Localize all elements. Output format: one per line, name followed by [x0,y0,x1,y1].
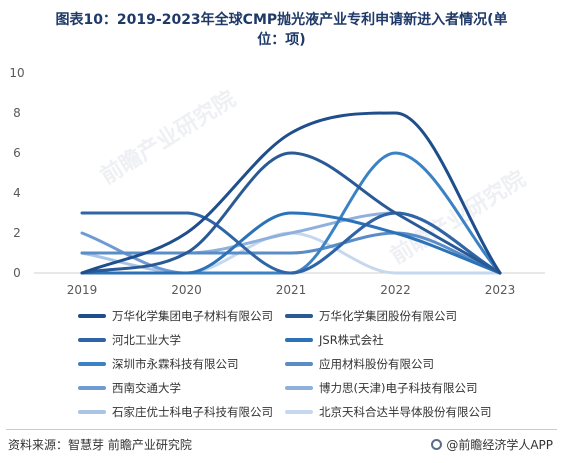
legend-label: 博力思(天津)电子科技有限公司 [319,381,478,395]
source-note: 资料来源：智慧芽 前瞻产业研究院 [8,438,192,452]
legend-item-4: JSR株式会社 [285,329,384,351]
series-line-2 [80,151,502,275]
x-axis: 2019 2020 2021 2022 2023 [34,272,545,297]
legend-label: 河北工业大学 [112,333,181,347]
y-tick-label: 2 [13,226,21,240]
y-tick-label: 6 [13,146,21,160]
series-line-1 [80,111,502,275]
legend-label: 应用材料股份有限公司 [319,357,434,371]
chart-title-line-1: 图表10：2019-2023年全球CMP抛光液产业专利申请新进入者情况(单 [55,12,508,28]
legend-swatch [78,338,106,342]
series-line-4 [80,211,502,275]
series-line-6 [80,231,502,275]
legend-label: 石家庄优士科电子科技有限公司 [112,405,273,419]
y-tick-label: 0 [13,266,21,280]
legend-label: JSR株式会社 [319,333,384,347]
chart-title: 图表10：2019-2023年全球CMP抛光液产业专利申请新进入者情况(单 位：… [0,10,563,50]
x-tick-label: 2023 [485,283,516,297]
legend-swatch [78,410,106,414]
legend-label: 万华化学集团电子材料有限公司 [112,309,273,323]
legend-label: 西南交通大学 [112,381,181,395]
x-tick-label: 2022 [380,283,411,297]
y-tick-label: 10 [9,66,24,80]
legend-item-7: 西南交通大学 [78,377,181,399]
legend-swatch [78,314,106,318]
legend-item-3: 河北工业大学 [78,329,181,351]
legend-item-2: 万华化学集团股份有限公司 [285,305,457,327]
legend-swatch [78,386,106,390]
footer-divider [6,429,557,430]
legend-swatch [285,410,313,414]
legend-item-5: 深圳市永霖科技有限公司 [78,353,239,375]
y-axis: 0 2 4 6 8 10 [9,66,24,280]
legend-swatch [285,362,313,366]
legend-item-9: 石家庄优士科电子科技有限公司 [78,401,273,423]
legend-label: 万华化学集团股份有限公司 [319,309,457,323]
x-tick-label: 2020 [171,283,202,297]
y-tick-label: 4 [13,186,21,200]
series-line-3 [80,211,502,275]
brand-text: @前瞻经济学人APP [446,438,553,452]
x-tick-label: 2019 [67,283,98,297]
legend-label: 北京天科合达半导体股份有限公司 [319,405,492,419]
legend-swatch [285,386,313,390]
legend-label: 深圳市永霖科技有限公司 [112,357,239,371]
legend-item-6: 应用材料股份有限公司 [285,353,434,375]
line-chart: 0 2 4 6 8 10 2019 2020 2021 2022 2023 [9,66,545,297]
legend-item-8: 博力思(天津)电子科技有限公司 [285,377,477,399]
chart-title-line-2: 位：项) [257,32,306,48]
brand-logo-icon [431,439,443,450]
legend-swatch [285,338,313,342]
legend-item-10: 北京天科合达半导体股份有限公司 [285,401,492,423]
legend-item-1: 万华化学集团电子材料有限公司 [78,305,273,327]
legend-swatch [285,314,313,318]
x-tick-label: 2021 [276,283,307,297]
brand-credit: @前瞻经济学人APP [431,436,553,453]
y-tick-label: 8 [13,106,21,120]
legend-swatch [78,362,106,366]
series-layer [80,111,502,275]
